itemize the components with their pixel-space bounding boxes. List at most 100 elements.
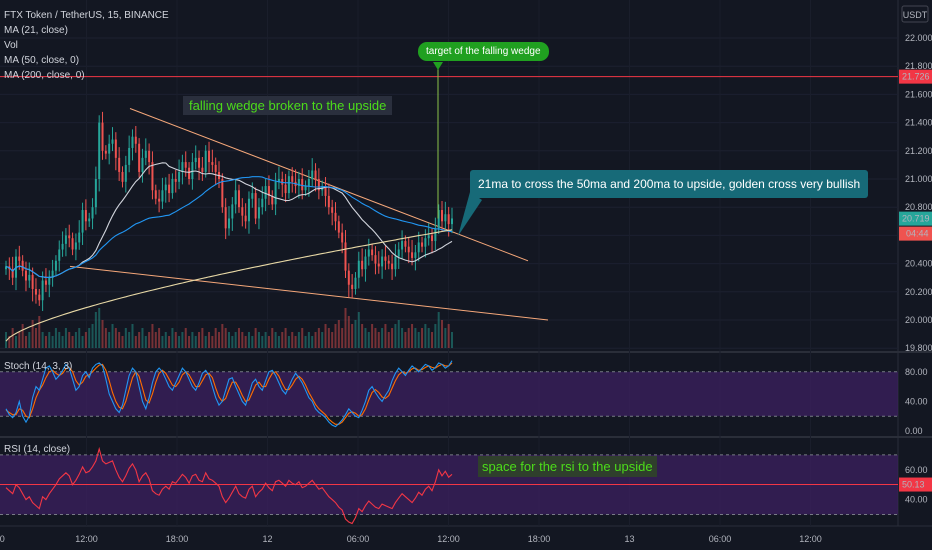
candle-body [241, 207, 244, 216]
price-tick-label: 20.000 [905, 315, 932, 325]
volume-bar [94, 312, 97, 348]
candle-body [337, 221, 340, 233]
volume-bar [68, 332, 71, 348]
candle-body [261, 198, 264, 208]
candle-body [331, 207, 334, 213]
candle-body [148, 150, 151, 163]
volume-bar [287, 336, 290, 348]
candle-body [444, 214, 447, 222]
candle-body [68, 235, 71, 239]
volume-bar [88, 328, 91, 348]
candle-body [64, 235, 67, 244]
volume-bar [74, 332, 77, 348]
volume-bar [21, 324, 24, 348]
candle-body [244, 215, 247, 222]
price-tick-label: 21.800 [905, 61, 932, 71]
candle-body [424, 238, 427, 247]
candle-body [387, 260, 390, 264]
last-price-badge [899, 211, 932, 226]
candle-body [327, 195, 330, 208]
volume-bar [307, 332, 310, 348]
candle-body [121, 171, 124, 182]
candle-body [138, 143, 141, 172]
candle-body [301, 179, 304, 191]
candle-body [317, 179, 320, 191]
volume-bar [277, 336, 280, 348]
candle-body [221, 179, 224, 208]
candle-body [264, 186, 267, 199]
volume-bar [394, 324, 397, 348]
volume-bar [211, 336, 214, 348]
volume-bar [201, 328, 204, 348]
golden-cross-annotation: 21ma to cross the 50ma and 200ma to upsi… [470, 170, 869, 198]
countdown-label: 04:44 [906, 229, 929, 239]
volume-bar [194, 336, 197, 348]
candle-body [81, 210, 84, 233]
vol-legend: Vol [4, 40, 18, 51]
volume-bar [44, 336, 47, 348]
countdown-badge [899, 226, 932, 241]
candle-body [74, 242, 77, 250]
currency-label: USDT [903, 10, 928, 20]
time-tick-label: 6:00 [0, 534, 5, 544]
candle-body [84, 210, 87, 222]
volume-bar [41, 332, 44, 348]
candle-body [334, 212, 337, 222]
candle-body [231, 204, 234, 219]
volume-bar [184, 328, 187, 348]
stoch-band [0, 371, 898, 417]
volume-bar [391, 328, 394, 348]
candle-body [431, 235, 434, 242]
volume-bar [337, 320, 340, 348]
candle-body [411, 252, 414, 258]
candle-body [194, 157, 197, 163]
volume-bar [371, 324, 374, 348]
price-tick-label: 20.400 [905, 259, 932, 269]
volume-bar [244, 336, 247, 348]
candle-body [124, 164, 127, 182]
candle-body [384, 256, 387, 261]
volume-bar [121, 336, 124, 348]
volume-bar [324, 324, 327, 348]
candle-body [367, 249, 370, 257]
candle-body [58, 249, 61, 261]
rsi-tick-label: 40.00 [905, 495, 928, 505]
candle-body [114, 139, 117, 158]
candle-body [228, 218, 230, 229]
price-tick-label: 22.000 [905, 33, 932, 43]
candle-body [91, 207, 94, 219]
candle-body [118, 157, 121, 172]
price-tick-label: 21.400 [905, 118, 932, 128]
volume-bar [154, 332, 157, 348]
candle-body [151, 162, 154, 191]
volume-bar [361, 324, 364, 348]
price-tick-label: 21.600 [905, 89, 932, 99]
candle-body [48, 277, 51, 285]
volume-bar [48, 332, 51, 348]
candle-body [234, 190, 237, 205]
candle-body [257, 207, 260, 219]
golden-cross-pointer [458, 192, 482, 236]
stoch-label: Stoch (14, 3, 3) [4, 361, 73, 372]
volume-bar [98, 308, 101, 348]
volume-bar [447, 324, 450, 348]
candle-body [54, 260, 57, 271]
volume-bar [341, 328, 344, 348]
target-price-label: 21.726 [902, 72, 930, 82]
volume-bar [367, 332, 370, 348]
volume-bar [104, 328, 107, 348]
candle-body [314, 170, 317, 179]
candle-body [401, 241, 404, 250]
time-tick-label: 18:00 [528, 534, 551, 544]
volume-bar [261, 336, 264, 348]
stoch-tick-label: 40.00 [905, 396, 928, 406]
time-tick-label: 12 [262, 534, 272, 544]
candle-body [184, 162, 187, 168]
volume-bar [91, 324, 94, 348]
volume-bar [374, 328, 377, 348]
last-price-label: 20.719 [902, 214, 930, 224]
candle-body [174, 179, 177, 182]
volume-bar [188, 336, 191, 348]
volume-bar [407, 328, 410, 348]
